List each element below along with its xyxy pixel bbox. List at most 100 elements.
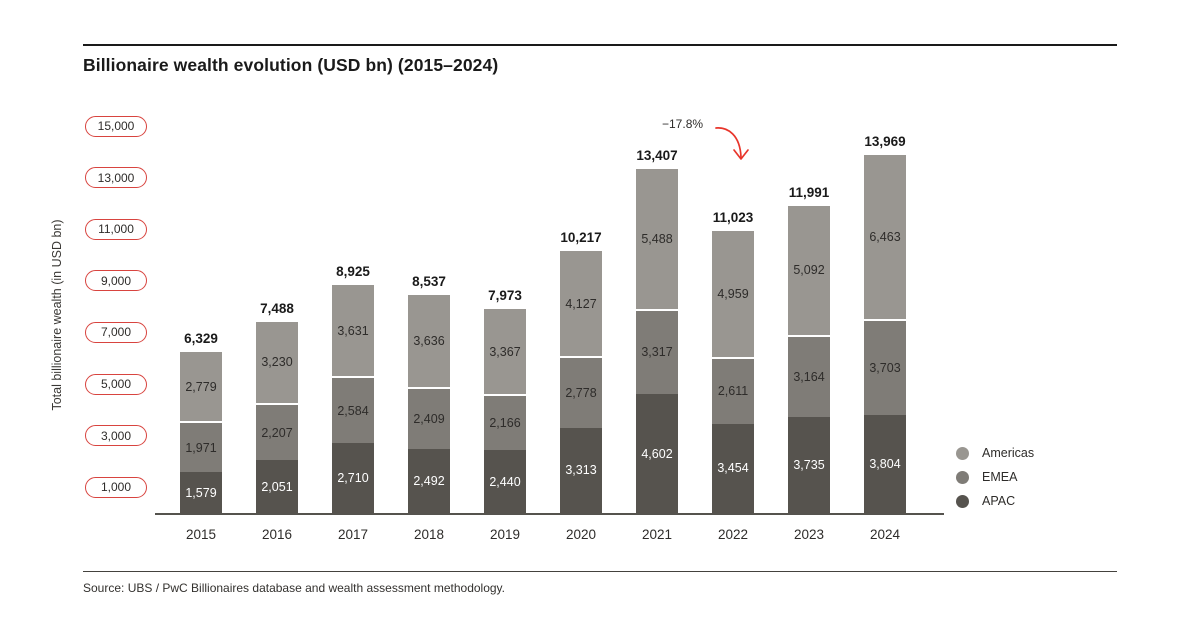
- bar-segment-emea: 2,166: [484, 394, 526, 451]
- segment-value-label: 2,710: [337, 471, 369, 486]
- segment-value-label: 5,092: [793, 263, 825, 278]
- x-axis-label: 2017: [337, 527, 369, 542]
- total-value-label: 8,537: [412, 273, 446, 289]
- bottom-divider: [83, 571, 1117, 572]
- emea-legend-dot-icon: [956, 470, 969, 484]
- bar-segment-americas: 4,959: [712, 228, 754, 357]
- decline-arrow-icon: [715, 127, 749, 160]
- bar-segment-americas: 6,463: [864, 152, 906, 320]
- decline-annotation: −17.8%: [662, 117, 704, 131]
- segment-value-label: 3,367: [489, 344, 521, 359]
- segment-value-label: 3,631: [337, 323, 369, 338]
- bar-segment-emea: 1,971: [180, 421, 222, 473]
- segment-value-label: 5,488: [641, 231, 673, 246]
- segment-value-label: 3,164: [793, 369, 825, 384]
- segment-value-label: 3,636: [413, 333, 445, 348]
- y-tick-pill: 13,000: [85, 167, 147, 189]
- top-divider: [83, 44, 1117, 46]
- bar-segment-emea: 3,703: [864, 319, 906, 415]
- bar-segment-americas: 2,779: [180, 349, 222, 422]
- bar-segment-americas: 3,367: [484, 307, 526, 395]
- y-tick-pill: 7,000: [85, 321, 147, 343]
- x-axis-label: 2022: [717, 527, 749, 542]
- segment-value-label: 2,492: [413, 473, 445, 488]
- segment-value-label: 1,579: [185, 485, 217, 500]
- total-value-label: 7,488: [260, 300, 294, 316]
- segment-value-label: 4,959: [717, 286, 749, 301]
- y-axis-title: Total billionaire wealth (in USD bn): [50, 219, 64, 411]
- bar-segment-americas: 5,488: [636, 167, 678, 309]
- legend-label: EMEA: [982, 470, 1018, 484]
- segment-value-label: 2,584: [337, 403, 369, 418]
- bar-segment-apac: 2,492: [408, 448, 450, 513]
- segment-value-label: 2,207: [261, 425, 293, 440]
- segment-value-label: 3,317: [641, 345, 673, 360]
- y-tick-pill: 1,000: [85, 476, 147, 498]
- bar-segment-emea: 2,409: [408, 386, 450, 449]
- y-tick-pill: 9,000: [85, 270, 147, 292]
- legend: Americas EMEA APAC: [956, 444, 1034, 510]
- bar-segment-apac: 4,602: [636, 394, 678, 513]
- segment-value-label: 2,778: [565, 385, 597, 400]
- segment-value-label: 3,703: [869, 361, 901, 376]
- segment-value-label: 4,127: [565, 296, 597, 311]
- chart-title: Billionaire wealth evolution (USD bn) (2…: [83, 55, 499, 75]
- x-axis-label: 2019: [489, 527, 521, 542]
- segment-value-label: 3,454: [717, 461, 749, 476]
- segment-value-label: 3,313: [565, 463, 597, 478]
- segment-value-label: 3,735: [793, 457, 825, 472]
- bar-segment-emea: 2,778: [560, 355, 602, 428]
- bar-segment-apac: 1,579: [180, 472, 222, 513]
- y-tick-pill: 15,000: [85, 115, 147, 137]
- y-tick-pill: 11,000: [85, 218, 147, 240]
- x-axis-label: 2024: [869, 527, 901, 542]
- segment-value-label: 3,804: [869, 456, 901, 471]
- legend-item-emea: EMEA: [956, 468, 1034, 486]
- segment-value-label: 2,611: [717, 384, 749, 399]
- source-note: Source: UBS / PwC Billionaires database …: [83, 581, 505, 595]
- bar-segment-emea: 3,164: [788, 335, 830, 417]
- x-axis-label: 2015: [185, 527, 217, 542]
- segment-value-label: 2,166: [489, 416, 521, 431]
- legend-item-americas: Americas: [956, 444, 1034, 462]
- segment-value-label: 6,463: [869, 229, 901, 244]
- x-axis-label: 2018: [413, 527, 445, 542]
- y-tick-pill: 5,000: [85, 373, 147, 395]
- legend-label: APAC: [982, 494, 1016, 508]
- total-value-label: 13,969: [864, 133, 906, 149]
- bar-segment-americas: 3,636: [408, 292, 450, 387]
- segment-value-label: 2,409: [413, 411, 445, 426]
- segment-value-label: 2,779: [185, 379, 217, 394]
- total-value-label: 11,023: [712, 209, 754, 225]
- bar-segment-emea: 2,584: [332, 376, 374, 444]
- bar-segment-americas: 4,127: [560, 249, 602, 356]
- bar-segment-apac: 3,804: [864, 414, 906, 513]
- bar-segment-americas: 3,631: [332, 282, 374, 377]
- x-axis-label: 2016: [261, 527, 293, 542]
- total-value-label: 6,329: [184, 330, 218, 346]
- bar-segment-apac: 3,454: [712, 423, 754, 513]
- bar-segment-apac: 3,735: [788, 416, 830, 513]
- bar-segment-emea: 2,207: [256, 403, 298, 461]
- segment-value-label: 3,230: [261, 355, 293, 370]
- total-value-label: 7,973: [488, 288, 522, 304]
- total-value-label: 8,925: [336, 263, 370, 279]
- total-value-label: 13,407: [636, 148, 678, 164]
- bar-segment-apac: 2,440: [484, 450, 526, 513]
- y-tick-pill: 3,000: [85, 425, 147, 447]
- americas-legend-dot-icon: [956, 446, 969, 460]
- x-axis-label: 2021: [641, 527, 673, 542]
- bar-segment-apac: 3,313: [560, 427, 602, 513]
- legend-item-apac: APAC: [956, 492, 1034, 510]
- total-value-label: 11,991: [788, 184, 830, 200]
- segment-value-label: 2,051: [261, 479, 293, 494]
- x-axis-line: [155, 513, 944, 515]
- bar-segment-americas: 3,230: [256, 319, 298, 404]
- segment-value-label: 4,602: [641, 446, 673, 461]
- segment-value-label: 2,440: [489, 474, 521, 489]
- apac-legend-dot-icon: [956, 494, 969, 508]
- segment-value-label: 1,971: [185, 440, 217, 455]
- bar-segment-emea: 3,317: [636, 308, 678, 395]
- legend-label: Americas: [982, 446, 1035, 460]
- x-axis-label: 2023: [793, 527, 825, 542]
